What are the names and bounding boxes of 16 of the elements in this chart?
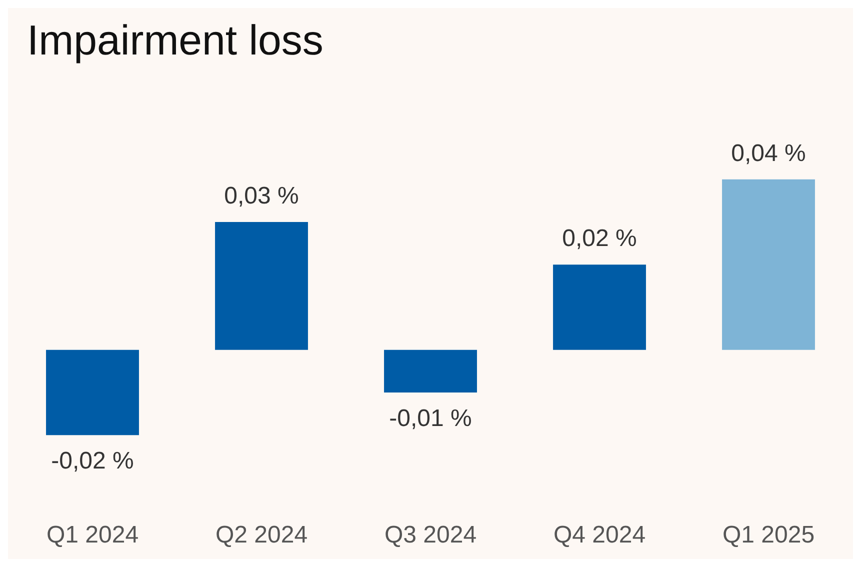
data-label: 0,04 % <box>731 140 806 167</box>
x-tick-label: Q3 2024 <box>384 522 477 548</box>
bar <box>215 222 308 350</box>
bar <box>553 264 646 350</box>
data-label: -0,01 % <box>389 404 472 432</box>
bar <box>384 350 477 392</box>
data-label: 0,03 % <box>224 182 299 210</box>
data-label: 0,02 % <box>562 225 637 252</box>
x-tick-label: Q1 2025 <box>722 522 815 548</box>
data-label: -0,02 % <box>51 448 134 475</box>
x-tick-label: Q1 2024 <box>46 522 139 548</box>
bar <box>722 179 815 350</box>
x-tick-label: Q4 2024 <box>553 522 646 548</box>
bar <box>46 350 139 436</box>
chart-title: Impairment loss <box>27 16 324 64</box>
x-tick-label: Q2 2024 <box>215 522 308 548</box>
